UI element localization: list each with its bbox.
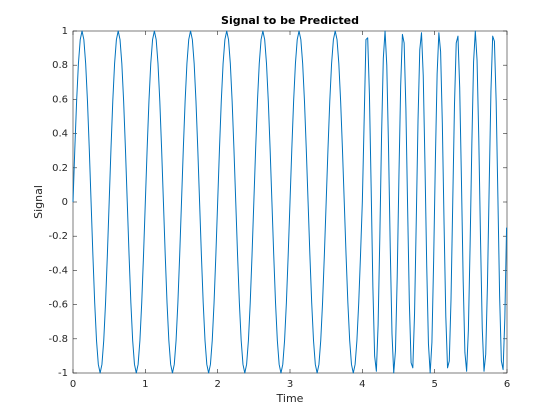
y-tick-label: -0.2 bbox=[48, 231, 68, 242]
x-tick-label: 0 bbox=[70, 379, 76, 390]
y-tick-label: 1 bbox=[62, 26, 68, 37]
y-tick-label: -0.8 bbox=[48, 334, 68, 345]
y-tick-label: 0.8 bbox=[52, 60, 68, 71]
signal-line bbox=[72, 30, 508, 374]
y-tick-label: 0.6 bbox=[52, 94, 68, 105]
y-tick-label: -0.6 bbox=[48, 300, 68, 311]
x-tick-label: 5 bbox=[431, 379, 437, 390]
y-tick-label: 0 bbox=[62, 197, 68, 208]
x-tick-label: 3 bbox=[287, 379, 293, 390]
y-tick-label: -0.4 bbox=[48, 265, 68, 276]
x-tick-label: 6 bbox=[504, 379, 510, 390]
x-tick-label: 4 bbox=[359, 379, 365, 390]
chart-title: Signal to be Predicted bbox=[221, 14, 359, 27]
x-tick-label: 2 bbox=[214, 379, 220, 390]
y-tick-label: -1 bbox=[58, 368, 68, 379]
x-tick-label: 1 bbox=[142, 379, 148, 390]
y-axis-label: Signal bbox=[32, 185, 45, 219]
y-tick-label: 0.4 bbox=[52, 129, 68, 140]
x-axis-label: Time bbox=[276, 392, 304, 405]
y-tick-label: 0.2 bbox=[52, 163, 68, 174]
